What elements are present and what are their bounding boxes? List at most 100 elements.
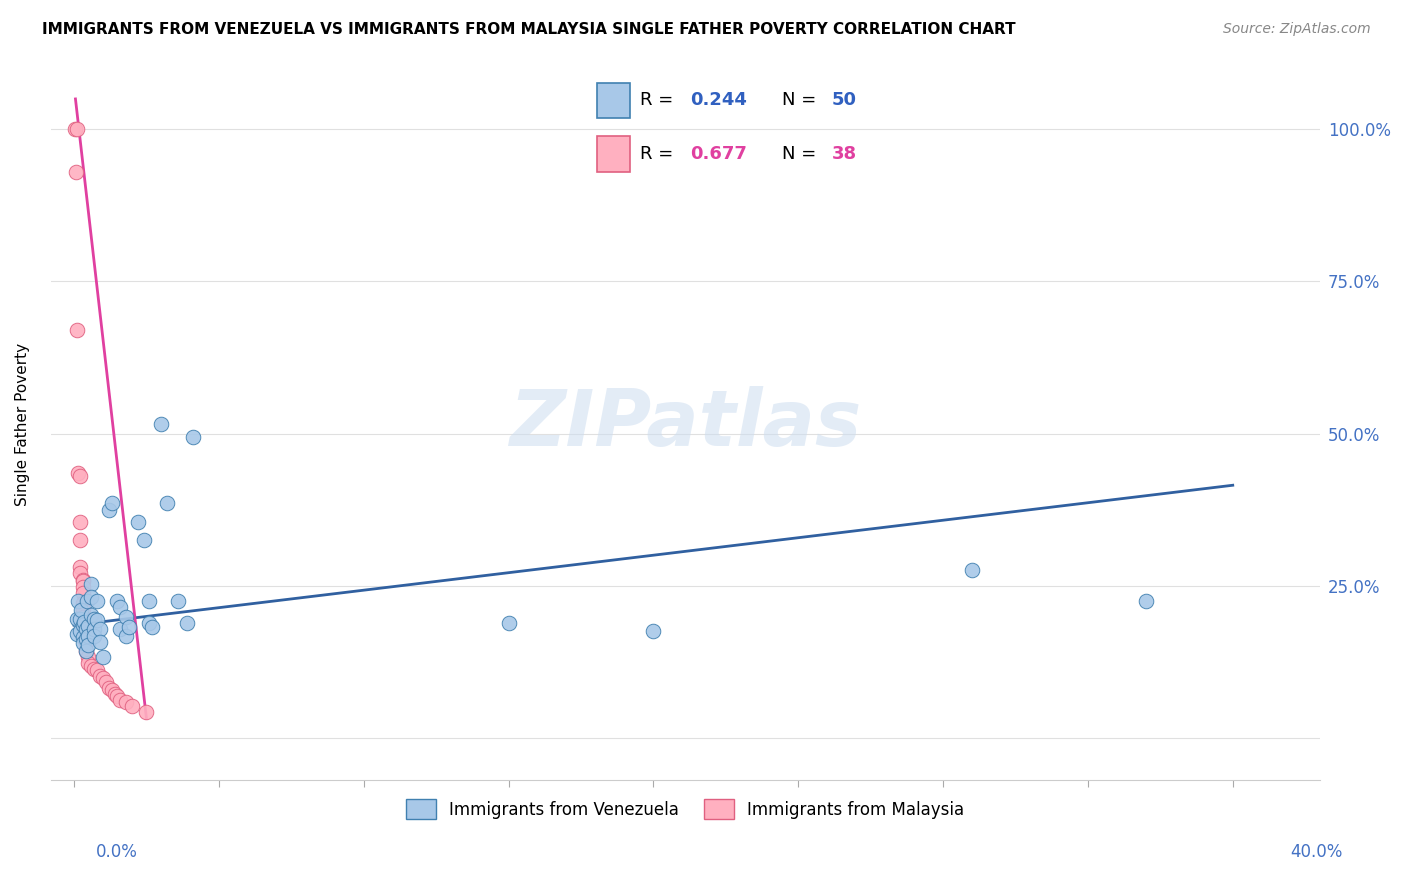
Point	[80, 607, 103, 622]
Point	[69, 560, 91, 574]
Point	[80, 590, 103, 604]
Point	[176, 616, 198, 631]
Point	[77, 638, 100, 652]
Point	[75, 634, 97, 648]
Point	[77, 619, 100, 633]
Point	[115, 610, 138, 624]
Point	[69, 533, 91, 547]
Point	[69, 566, 91, 581]
Point	[97, 502, 120, 516]
Point	[110, 599, 132, 614]
Text: 0.677: 0.677	[690, 145, 747, 163]
Point	[70, 603, 93, 617]
Point	[127, 515, 149, 529]
Point	[110, 693, 132, 707]
Point	[72, 601, 94, 615]
Point	[75, 632, 97, 647]
Point	[83, 612, 105, 626]
Text: 40.0%: 40.0%	[1291, 843, 1343, 861]
Point	[83, 662, 105, 676]
Point	[77, 656, 100, 670]
Point	[72, 586, 94, 600]
Point	[75, 623, 97, 637]
Point	[141, 620, 163, 634]
FancyBboxPatch shape	[598, 83, 630, 119]
Text: ZIPatlas: ZIPatlas	[509, 386, 862, 462]
Point	[91, 650, 114, 665]
Point	[72, 619, 94, 633]
Point	[73, 615, 96, 629]
Point	[643, 624, 665, 639]
Point	[118, 620, 141, 634]
Point	[67, 466, 90, 480]
Point	[498, 616, 520, 631]
Text: 50: 50	[832, 91, 856, 110]
Point	[69, 515, 91, 529]
Point	[72, 580, 94, 594]
Text: Source: ZipAtlas.com: Source: ZipAtlas.com	[1223, 22, 1371, 37]
Point	[67, 594, 90, 608]
Point	[86, 613, 108, 627]
Point	[149, 417, 172, 432]
Point	[75, 644, 97, 658]
Point	[77, 629, 100, 643]
Point	[960, 563, 983, 577]
Point	[72, 574, 94, 588]
Point	[156, 496, 179, 510]
Point	[1135, 594, 1157, 608]
Point	[91, 671, 114, 685]
Point	[103, 687, 125, 701]
Legend: Immigrants from Venezuela, Immigrants from Malaysia: Immigrants from Venezuela, Immigrants fr…	[399, 793, 972, 825]
Text: 38: 38	[832, 145, 856, 163]
Point	[72, 596, 94, 610]
Point	[107, 594, 129, 608]
Point	[83, 623, 105, 637]
Text: N =: N =	[782, 145, 823, 163]
Point	[69, 624, 91, 639]
Y-axis label: Single Father Poverty: Single Father Poverty	[15, 343, 30, 506]
Point	[167, 594, 190, 608]
Point	[86, 594, 108, 608]
Point	[107, 690, 129, 704]
Point	[138, 616, 160, 631]
Point	[75, 623, 97, 637]
Point	[75, 628, 97, 642]
Point	[66, 612, 89, 626]
Point	[100, 496, 122, 510]
Point	[66, 627, 89, 641]
Point	[97, 681, 120, 695]
Point	[76, 594, 98, 608]
Text: IMMIGRANTS FROM VENEZUELA VS IMMIGRANTS FROM MALAYSIA SINGLE FATHER POVERTY CORR: IMMIGRANTS FROM VENEZUELA VS IMMIGRANTS …	[42, 22, 1015, 37]
Point	[69, 612, 91, 626]
FancyBboxPatch shape	[598, 136, 630, 171]
Point	[89, 668, 111, 682]
Point	[66, 323, 89, 337]
Point	[72, 618, 94, 632]
Point	[65, 165, 87, 179]
Text: N =: N =	[782, 91, 823, 110]
Point	[75, 644, 97, 658]
Point	[72, 610, 94, 624]
Point	[138, 594, 160, 608]
Point	[86, 663, 108, 677]
Point	[110, 623, 132, 637]
Point	[65, 122, 87, 136]
Point	[135, 705, 157, 719]
Point	[181, 429, 204, 443]
Point	[115, 628, 138, 642]
Point	[72, 636, 94, 650]
Text: R =: R =	[640, 91, 679, 110]
Point	[83, 628, 105, 642]
Point	[72, 573, 94, 587]
Point	[89, 634, 111, 648]
Point	[115, 695, 138, 709]
Point	[94, 674, 117, 689]
Point	[89, 623, 111, 637]
Point	[69, 469, 91, 483]
Point	[72, 631, 94, 645]
Point	[80, 577, 103, 591]
Point	[66, 122, 89, 136]
Point	[100, 683, 122, 698]
Point	[80, 659, 103, 673]
Text: R =: R =	[640, 145, 679, 163]
